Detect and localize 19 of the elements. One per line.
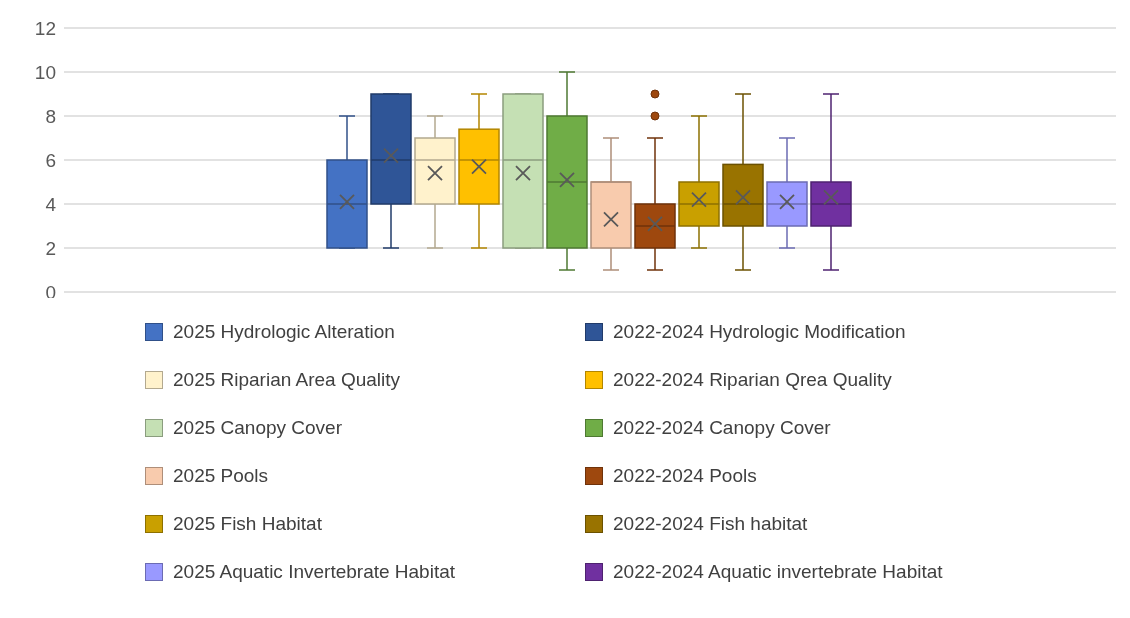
legend-label: 2022-2024 Canopy Cover [613,417,831,439]
y-tick-label: 10 [34,61,56,83]
legend-label: 2022-2024 Fish habitat [613,513,808,535]
y-tick-label: 0 [45,281,56,303]
legend-label: 2022-2024 Riparian Qrea Quality [613,369,892,391]
legend-label: 2022-2024 Pools [613,465,757,487]
legend-label: 2022-2024 Hydrologic Modification [613,321,906,343]
legend-label: 2025 Pools [173,465,269,487]
legend-label: 2025 Canopy Cover [173,417,342,439]
y-tick-label: 4 [45,193,57,215]
y-tick-label: 2 [45,237,56,259]
y-tick-label: 12 [34,17,56,39]
legend-label: 2025 Aquatic Invertebrate Habitat [173,561,456,583]
y-tick-label: 6 [45,149,56,171]
legend-label: 2025 Riparian Area Quality [173,369,401,391]
y-tick-label: 8 [45,105,56,127]
legend-label: 2022-2024 Aquatic invertebrate Habitat [613,561,943,583]
legend-label: 2025 Fish Habitat [173,513,322,535]
legend-label: 2025 Hydrologic Alteration [173,321,395,343]
